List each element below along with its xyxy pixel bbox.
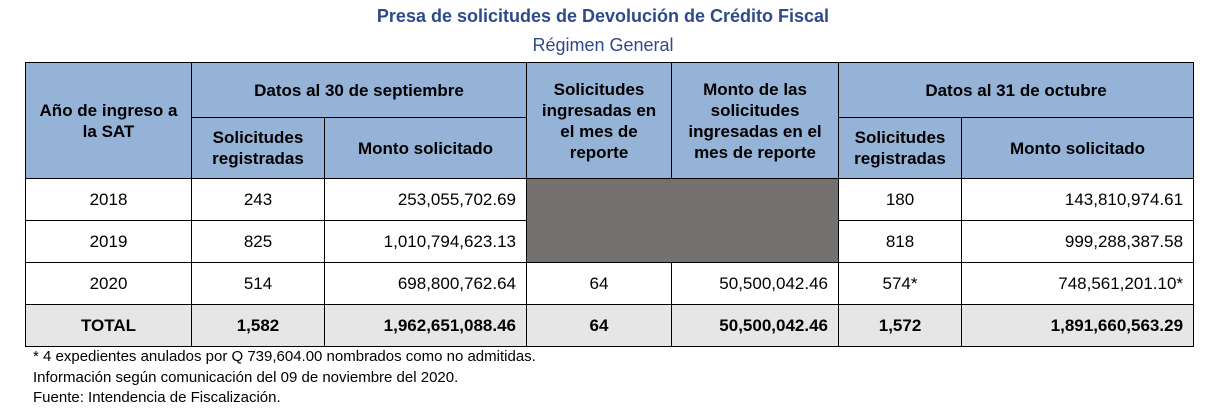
table-row: 2018 243 253,055,702.69 180 143,810,974.… — [25, 178, 1195, 263]
cell-month-amount: 50,500,042.46 — [671, 262, 840, 305]
header-year: Año de ingreso a la SAT — [25, 62, 192, 179]
report-title: Presa de solicitudes de Devolución de Cr… — [376, 6, 830, 26]
cell-oct-count: 180 — [838, 178, 963, 221]
footnote-info-date: Información según comunicación del 09 de… — [33, 368, 459, 386]
report-subtitle: Régimen General — [532, 35, 674, 55]
total-oct-count: 1,572 — [838, 304, 963, 347]
cell-blank-shaded — [526, 178, 840, 263]
total-month-amount: 50,500,042.46 — [671, 304, 840, 347]
table-row: 2020 514 698,800,762.64 64 50,500,042.46… — [25, 262, 1195, 305]
cell-oct-count: 574* — [838, 262, 963, 305]
table-row: 2019 825 1,010,794,623.13 818 999,288,38… — [25, 220, 1195, 263]
cell-year: 2018 — [25, 178, 192, 221]
header-oct-count: Solicitudes registradas — [838, 117, 963, 179]
footnote-annulled: * 4 expedientes anulados por Q 739,604.0… — [33, 348, 536, 365]
data-table: Año de ingreso a la SAT Datos al 30 de s… — [25, 62, 1195, 347]
total-row: TOTAL 1,582 1,962,651,088.46 64 50,500,0… — [25, 304, 1195, 347]
total-sep-count: 1,582 — [191, 304, 325, 347]
cell-year: 2020 — [25, 262, 192, 305]
total-month-count: 64 — [526, 304, 673, 347]
header-sep-amount: Monto solicitado — [323, 117, 528, 179]
header-group-september: Datos al 30 de septiembre — [190, 62, 528, 118]
cell-sep-count: 243 — [191, 178, 325, 221]
cell-sep-count: 514 — [191, 262, 325, 305]
header-sep-count: Solicitudes registradas — [191, 117, 325, 179]
total-label: TOTAL — [25, 304, 192, 347]
cell-oct-amount: 999,288,387.58 — [961, 220, 1195, 263]
header-oct-amount: Monto solicitado — [961, 117, 1195, 179]
cell-year: 2019 — [25, 220, 192, 263]
cell-sep-count: 825 — [191, 220, 325, 263]
footnotes: * 4 expedientes anulados por Q 739,604.0… — [33, 347, 536, 409]
header-month-amount: Monto de las solicitudes ingresadas en e… — [671, 62, 840, 179]
cell-sep-amount: 698,800,762.64 — [323, 262, 528, 305]
cell-oct-amount: 748,561,201.10* — [961, 262, 1195, 305]
cell-month-count: 64 — [526, 262, 673, 305]
footnote-source: Fuente: Intendencia de Fiscalización. — [33, 389, 281, 406]
cell-sep-amount: 1,010,794,623.13 — [323, 220, 528, 263]
total-oct-amount: 1,891,660,563.29 — [961, 304, 1195, 347]
total-sep-amount: 1,962,651,088.46 — [323, 304, 528, 347]
header-group-october: Datos al 31 de octubre — [838, 62, 1195, 118]
cell-sep-amount: 253,055,702.69 — [323, 178, 528, 221]
cell-oct-amount: 143,810,974.61 — [961, 178, 1195, 221]
cell-oct-count: 818 — [838, 220, 963, 263]
header-month-count: Solicitudes ingresadas en el mes de repo… — [526, 62, 673, 179]
